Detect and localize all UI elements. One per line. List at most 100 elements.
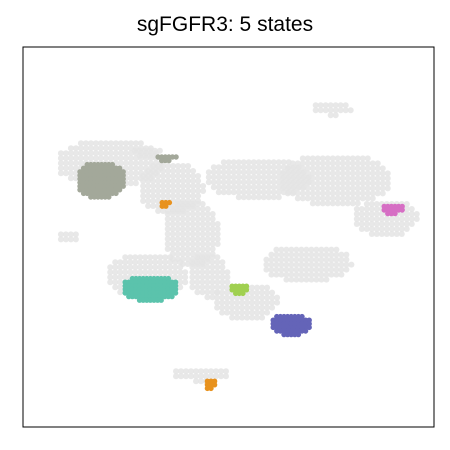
- background-point: [210, 169, 217, 176]
- background-point: [184, 231, 191, 237]
- background-point: [214, 226, 221, 232]
- background-point: [67, 175, 74, 182]
- background-point: [317, 107, 324, 114]
- background-point: [368, 216, 375, 222]
- background-point: [379, 170, 386, 177]
- background-point: [204, 211, 211, 217]
- background-point: [383, 216, 390, 222]
- background-point: [284, 190, 291, 197]
- background-point: [270, 169, 277, 176]
- background-point: [170, 173, 177, 179]
- background-point: [162, 254, 169, 261]
- background-point: [275, 159, 282, 166]
- background-point: [334, 190, 341, 197]
- background-point: [204, 236, 211, 242]
- background-point: [127, 160, 134, 167]
- background-point: [199, 211, 206, 217]
- background-point: [234, 294, 241, 301]
- background-point: [172, 274, 179, 281]
- background-point: [204, 259, 211, 266]
- background-point: [204, 254, 211, 261]
- background-point: [194, 216, 201, 222]
- background-point: [265, 179, 272, 186]
- background-point: [293, 251, 300, 258]
- background-point: [269, 299, 276, 306]
- background-point: [303, 276, 310, 283]
- background-point: [209, 294, 216, 301]
- background-point: [260, 169, 267, 176]
- background-point: [288, 266, 295, 273]
- background-point: [170, 188, 177, 194]
- background-point: [77, 145, 84, 152]
- background-point: [219, 294, 226, 301]
- background-point: [329, 165, 336, 172]
- background-point: [298, 261, 305, 268]
- background-point: [127, 175, 134, 182]
- background-point: [87, 155, 94, 162]
- background-point: [167, 259, 174, 266]
- background-point: [77, 150, 84, 157]
- background-point: [309, 170, 316, 177]
- cluster-point: [306, 324, 312, 331]
- background-point: [209, 284, 216, 291]
- background-point: [214, 284, 221, 291]
- background-point: [323, 271, 330, 278]
- background-point: [359, 155, 366, 162]
- background-point: [333, 256, 340, 263]
- background-point: [155, 188, 162, 194]
- background-point: [299, 155, 306, 162]
- cluster-point: [120, 183, 126, 189]
- background-point: [329, 185, 336, 192]
- background-point: [408, 211, 415, 217]
- background-point: [117, 140, 124, 147]
- background-point: [265, 159, 272, 166]
- background-point: [273, 251, 280, 258]
- background-point: [333, 271, 340, 278]
- background-point: [132, 180, 139, 187]
- background-point: [219, 304, 226, 311]
- background-point: [164, 236, 171, 242]
- background-point: [255, 194, 262, 201]
- background-point: [235, 169, 242, 176]
- background-point: [204, 226, 211, 232]
- background-point: [249, 284, 256, 291]
- background-point: [245, 169, 252, 176]
- background-point: [209, 269, 216, 276]
- background-point: [122, 155, 129, 162]
- background-point: [288, 271, 295, 278]
- background-point: [274, 294, 281, 301]
- background-point: [194, 231, 201, 237]
- cluster-point: [302, 328, 309, 334]
- background-point: [368, 201, 375, 207]
- background-point: [288, 261, 295, 268]
- background-point: [279, 170, 286, 177]
- background-point: [132, 175, 139, 182]
- background-point: [294, 170, 301, 177]
- background-point: [328, 266, 335, 273]
- background-point: [62, 160, 69, 167]
- background-point: [254, 284, 261, 291]
- background-point: [185, 193, 192, 199]
- background-point: [170, 163, 177, 169]
- background-point: [179, 211, 186, 217]
- background-point: [175, 188, 182, 194]
- background-point: [318, 261, 325, 268]
- background-point: [309, 155, 316, 162]
- background-point: [260, 159, 267, 166]
- background-point: [199, 201, 206, 207]
- background-point: [299, 195, 306, 202]
- background-point: [179, 206, 186, 212]
- background-point: [349, 160, 356, 167]
- background-point: [67, 145, 74, 152]
- background-point: [339, 155, 346, 162]
- background-point: [354, 190, 361, 197]
- background-point: [165, 173, 172, 179]
- background-point: [353, 211, 360, 217]
- background-point: [218, 368, 224, 375]
- background-point: [329, 190, 336, 197]
- background-point: [254, 299, 261, 306]
- background-point: [112, 269, 119, 276]
- background-point: [249, 309, 256, 316]
- background-point: [255, 184, 262, 191]
- background-point: [152, 254, 159, 261]
